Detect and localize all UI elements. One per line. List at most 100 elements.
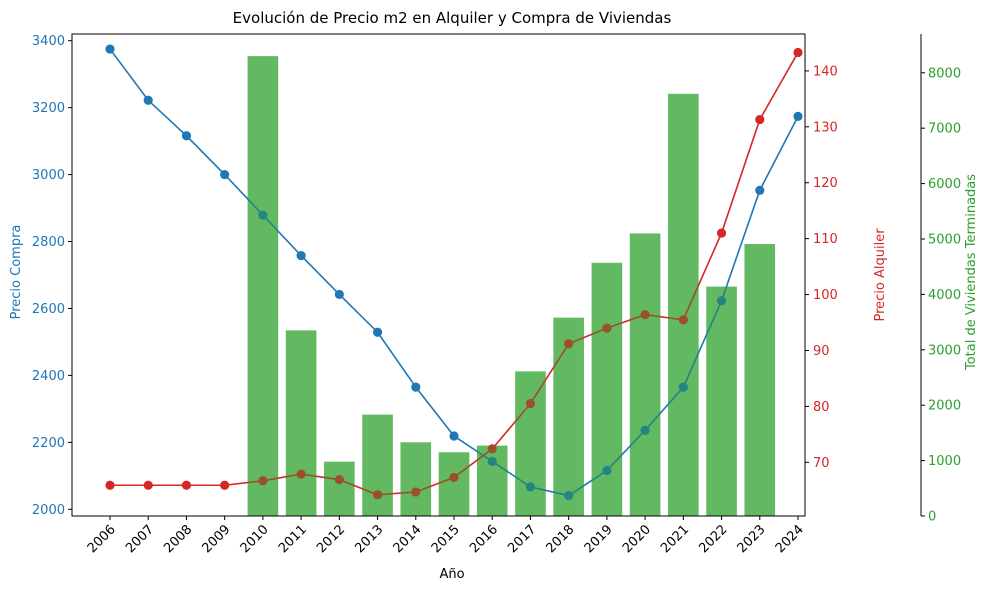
bar-overlay-2021: [668, 93, 699, 517]
lines-layer: [105, 44, 803, 517]
x-axis-title: Año: [439, 567, 464, 582]
point-compra-2024: [793, 111, 803, 121]
x-tick-label-2021: 2021: [658, 522, 692, 556]
bar-overlay-2011: [285, 330, 317, 516]
point-alquiler-2015: [449, 472, 459, 483]
point-compra-2013: [372, 327, 383, 337]
right-axis-title: Precio Alquiler: [873, 228, 888, 322]
bar-2015: [438, 452, 470, 516]
x-tick-label-2012: 2012: [314, 522, 348, 556]
right-tick-label-110: 110: [813, 232, 838, 247]
right-tick-label-140: 140: [813, 64, 838, 79]
point-alquiler-2012: [334, 475, 344, 485]
point-alquiler-2020: [640, 310, 650, 320]
left-tick-label-2600: 2600: [32, 302, 65, 317]
point-alquiler-2023: [755, 114, 765, 125]
x-tick-label-2014: 2014: [391, 522, 425, 556]
point-alquiler-2011: [296, 469, 306, 479]
bar-overlay-2013: [362, 414, 393, 516]
left-tick-label-2800: 2800: [32, 235, 65, 250]
right2-tick-label-6000: 6000: [928, 177, 961, 192]
bar-overlay-2017: [515, 371, 546, 516]
x-tick-label-2008: 2008: [161, 522, 195, 556]
right2-tick-label-2000: 2000: [928, 399, 961, 414]
frame-layer: [71, 33, 806, 517]
point-alquiler-2018: [564, 339, 574, 349]
bar-overlay-2022: [706, 286, 737, 516]
chart-title: Evolución de Precio m2 en Alquiler y Com…: [233, 9, 672, 27]
bar-overlay-2023: [744, 243, 776, 516]
point-alquiler-2014: [411, 487, 421, 497]
x-tick-label-2016: 2016: [467, 522, 501, 556]
right2-tick-label-3000: 3000: [928, 343, 961, 358]
point-alquiler-2007: [143, 480, 153, 490]
x-tick-label-2022: 2022: [696, 522, 730, 556]
x-tick-label-2019: 2019: [582, 522, 616, 556]
point-alquiler-2021: [678, 315, 688, 325]
left-tick-label-2400: 2400: [32, 369, 65, 384]
point-compra-2009: [220, 169, 230, 180]
right2-tick-label-4000: 4000: [928, 288, 961, 303]
bar-2021: [668, 93, 699, 517]
point-alquiler-2006: [105, 480, 115, 490]
left-tick-label-2000: 2000: [32, 503, 65, 518]
point-alquiler-2013: [372, 490, 383, 500]
right2-tick-label-0: 0: [928, 510, 936, 525]
x-tick-label-2015: 2015: [429, 522, 463, 556]
point-alquiler-2022: [716, 228, 727, 238]
point-compra-2017: [525, 482, 536, 492]
x-tick-label-2006: 2006: [85, 522, 119, 556]
x-tick-label-2024: 2024: [773, 522, 807, 556]
point-alquiler-2008: [181, 480, 192, 490]
plot-frame: [71, 33, 806, 517]
right-tick-label-80: 80: [813, 400, 830, 415]
bar-2012: [324, 461, 355, 516]
point-compra-2023: [755, 185, 765, 195]
left-axis-title: Precio Compra: [9, 225, 24, 320]
right-tick-label-100: 100: [813, 288, 838, 303]
x-tick-label-2020: 2020: [620, 522, 654, 556]
right-tick-label-120: 120: [813, 176, 838, 191]
point-compra-2018: [564, 490, 574, 501]
bar-2020: [629, 233, 661, 516]
right2-tick-label-8000: 8000: [928, 66, 961, 81]
x-tick-label-2017: 2017: [505, 522, 539, 556]
right-tick-label-130: 130: [813, 120, 838, 135]
bar-overlay-2015: [438, 452, 470, 516]
point-compra-2010: [258, 210, 268, 220]
right-tick-label-90: 90: [813, 344, 830, 359]
left-tick-label-3000: 3000: [32, 168, 65, 183]
point-compra-2015: [449, 431, 459, 441]
right-tick-label-70: 70: [813, 456, 830, 471]
point-compra-2006: [105, 44, 115, 54]
x-tick-label-2009: 2009: [199, 522, 233, 556]
bar-overlay-2010: [247, 56, 279, 516]
x-tick-label-2018: 2018: [543, 522, 577, 556]
point-alquiler-2009: [220, 480, 230, 490]
x-tick-label-2010: 2010: [238, 522, 272, 556]
bar-2017: [515, 371, 546, 516]
point-compra-2012: [334, 289, 344, 300]
point-alquiler-2010: [258, 476, 268, 486]
point-compra-2014: [411, 382, 421, 392]
right2-tick-label-7000: 7000: [928, 122, 961, 137]
bar-overlay-2018: [553, 317, 584, 516]
bar-overlay-2019: [591, 262, 623, 516]
bar-overlay-2012: [324, 461, 355, 516]
point-compra-2007: [143, 95, 153, 105]
bar-overlay-2014: [400, 442, 432, 516]
point-compra-2022: [716, 296, 727, 306]
bar-2023: [744, 243, 776, 516]
left-tick-label-2200: 2200: [32, 436, 65, 451]
x-tick-label-2023: 2023: [735, 522, 769, 556]
bar-2014: [400, 442, 432, 516]
point-compra-2011: [296, 250, 306, 261]
x-tick-label-2013: 2013: [352, 522, 386, 556]
bar-overlay-2016: [476, 445, 508, 516]
left-tick-label-3200: 3200: [32, 101, 65, 116]
right2-axis-title: Total de Viviendas Terminadas: [964, 174, 979, 371]
x-tick-label-2007: 2007: [123, 522, 157, 556]
point-alquiler-2016: [487, 444, 497, 454]
point-compra-2016: [487, 456, 497, 467]
